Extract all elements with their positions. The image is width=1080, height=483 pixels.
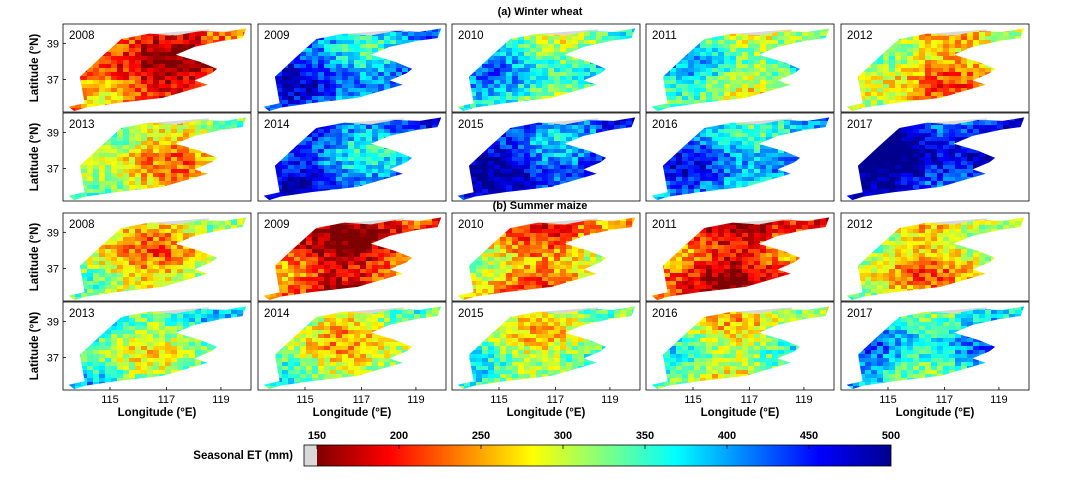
year-label: 2008	[69, 219, 95, 231]
y-tick-label: 39	[47, 316, 59, 328]
colorbar-label: Seasonal ET (mm)	[193, 450, 293, 462]
map-panel-wheat-2015: 2015	[451, 112, 641, 202]
section-title-wheat: (a) Winter wheat	[498, 6, 583, 18]
year-label: 2012	[847, 219, 873, 231]
year-label: 2010	[458, 30, 484, 42]
year-label: 2011	[652, 30, 677, 42]
colorbar-tick-label: 500	[882, 430, 900, 442]
year-label: 2016	[652, 119, 678, 131]
map-panel-wheat-2017: 2017	[840, 112, 1030, 202]
y-axis-label: Latitude (°N)	[29, 223, 41, 292]
year-label: 2015	[458, 308, 484, 320]
y-tick-label: 39	[47, 127, 59, 139]
colorbar-nodata-swatch	[304, 445, 317, 466]
x-tick-label: 117	[353, 394, 371, 406]
map-panel-maize-2015: 2015 115 117 119	[451, 301, 641, 406]
x-tick-label: 115	[490, 394, 508, 406]
x-axis-label: Longitude (°E)	[701, 407, 780, 419]
map-panel-maize-2008: 2008 39 37	[47, 212, 252, 302]
x-tick-label: 117	[158, 394, 176, 406]
x-tick-label: 119	[212, 394, 230, 406]
x-tick-label: 119	[407, 394, 425, 406]
map-panel-wheat-2008: 2008 39 37	[47, 23, 252, 113]
year-label: 2009	[264, 30, 290, 42]
map-panel-wheat-2012: 2012	[840, 23, 1030, 113]
colorbar-tick-label: 450	[800, 430, 818, 442]
x-tick-label: 119	[990, 394, 1008, 406]
map-panel-wheat-2013: 2013 39 37	[47, 112, 252, 202]
y-axis-label: Latitude (°N)	[29, 123, 41, 192]
map-panel-maize-2014: 2014 115 117 119	[257, 301, 447, 406]
x-tick-label: 115	[296, 394, 314, 406]
y-tick-label: 39	[47, 227, 59, 239]
year-label: 2011	[652, 219, 677, 231]
colorbar-tick-label: 250	[472, 430, 490, 442]
map-panel-wheat-2014: 2014	[257, 112, 447, 202]
map-panel-maize-2010: 2010	[451, 212, 641, 302]
map-panel-maize-2011: 2011	[645, 212, 835, 302]
y-tick-label: 39	[47, 38, 59, 50]
section-title-maize: (b) Summer maize	[493, 200, 588, 212]
map-panel-wheat-2009: 2009	[257, 23, 447, 113]
map-panel-maize-2012: 2012	[840, 212, 1030, 302]
map-panel-maize-2009: 2009	[257, 212, 447, 302]
x-tick-label: 119	[795, 394, 813, 406]
year-label: 2016	[652, 308, 678, 320]
y-axis-label: Latitude (°N)	[29, 312, 41, 381]
x-tick-label: 117	[741, 394, 759, 406]
x-axis-label: Longitude (°E)	[896, 407, 975, 419]
x-tick-label: 115	[879, 394, 897, 406]
map-panel-wheat-2011: 2011	[645, 23, 835, 113]
map-panel-maize-2013: 2013 39 37 115 117 119	[47, 301, 252, 406]
x-axis-label: Longitude (°E)	[118, 407, 197, 419]
map-panel-wheat-2010: 2010	[451, 23, 641, 113]
year-label: 2017	[847, 308, 873, 320]
x-tick-label: 117	[936, 394, 954, 406]
year-label: 2015	[458, 119, 484, 131]
x-tick-label: 119	[601, 394, 619, 406]
y-axis-label: Latitude (°N)	[29, 34, 41, 103]
y-tick-label: 37	[47, 352, 59, 364]
year-label: 2008	[69, 30, 95, 42]
year-label: 2012	[847, 30, 873, 42]
y-tick-label: 37	[47, 74, 59, 86]
colorbar-tick-label: 350	[636, 430, 654, 442]
x-axis-label: Longitude (°E)	[313, 407, 392, 419]
panel-grid: (a) Winter wheat 2008 39 37 2009 2010 2011 2012…	[29, 6, 1030, 419]
x-tick-label: 117	[547, 394, 565, 406]
map-panel-wheat-2016: 2016	[645, 112, 835, 202]
x-tick-label: 115	[101, 394, 119, 406]
map-panel-maize-2016: 2016 115 117 119	[645, 301, 835, 406]
x-axis-label: Longitude (°E)	[507, 407, 586, 419]
year-label: 2013	[69, 308, 95, 320]
colorbar-tick-label: 200	[390, 430, 408, 442]
colorbar: Seasonal ET (mm) 150 200 250 300 350 400 450 500	[193, 430, 900, 467]
y-tick-label: 37	[47, 263, 59, 275]
map-panel-maize-2017: 2017 115 117 119	[840, 301, 1030, 406]
colorbar-gradient	[317, 445, 891, 466]
year-label: 2009	[264, 219, 290, 231]
year-label: 2014	[264, 308, 290, 320]
year-label: 2017	[847, 119, 873, 131]
year-label: 2014	[264, 119, 290, 131]
year-label: 2010	[458, 219, 484, 231]
colorbar-tick-label: 150	[308, 430, 326, 442]
y-tick-label: 37	[47, 163, 59, 175]
colorbar-tick-label: 300	[554, 430, 572, 442]
year-label: 2013	[69, 119, 95, 131]
x-tick-label: 115	[684, 394, 702, 406]
colorbar-tick-label: 400	[718, 430, 736, 442]
